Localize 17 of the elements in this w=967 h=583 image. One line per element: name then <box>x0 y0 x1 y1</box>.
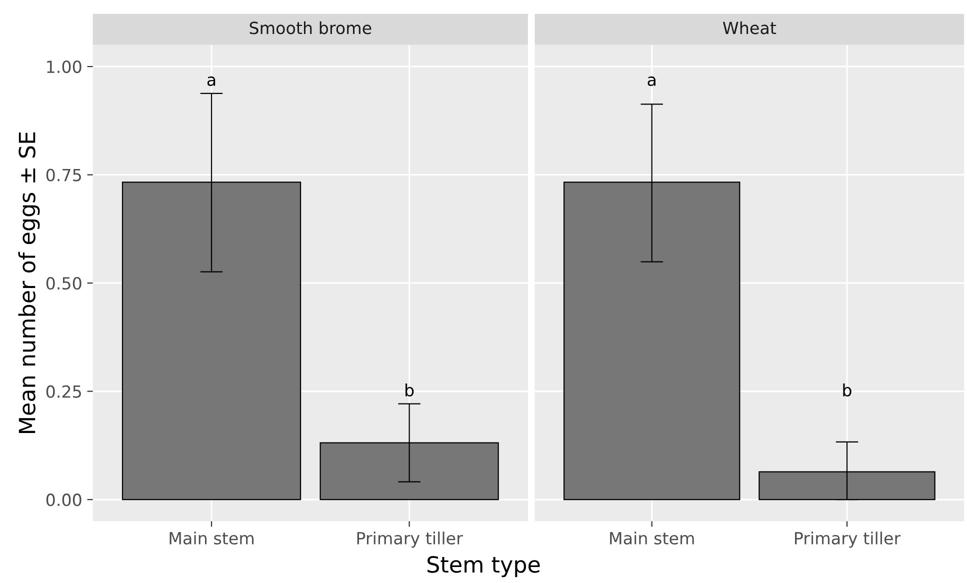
y-axis-title: Mean number of eggs ± SE <box>18 132 40 433</box>
chart-title: Wheat <box>722 21 776 34</box>
y-tick-label: 0.00 <box>46 494 82 506</box>
annotation: b <box>406 384 414 396</box>
x-tick-label: Primary tiller <box>795 532 901 548</box>
annotation: b <box>843 384 852 396</box>
x-tick-label: Primary tiller <box>357 532 463 548</box>
annotation: a <box>207 76 216 86</box>
x-tick-label: Main stem <box>610 532 694 545</box>
y-tick-label: 0.25 <box>46 385 81 398</box>
y-tick-label: 0.50 <box>46 277 82 290</box>
y-tick-label: 0.75 <box>46 168 81 182</box>
x-axis-title: Stem type <box>428 556 540 578</box>
chart-title: Smooth brome <box>250 21 372 34</box>
y-tick-label: 1.00 <box>47 60 82 74</box>
x-tick-label: Main stem <box>170 532 254 545</box>
annotation: a <box>648 76 656 86</box>
